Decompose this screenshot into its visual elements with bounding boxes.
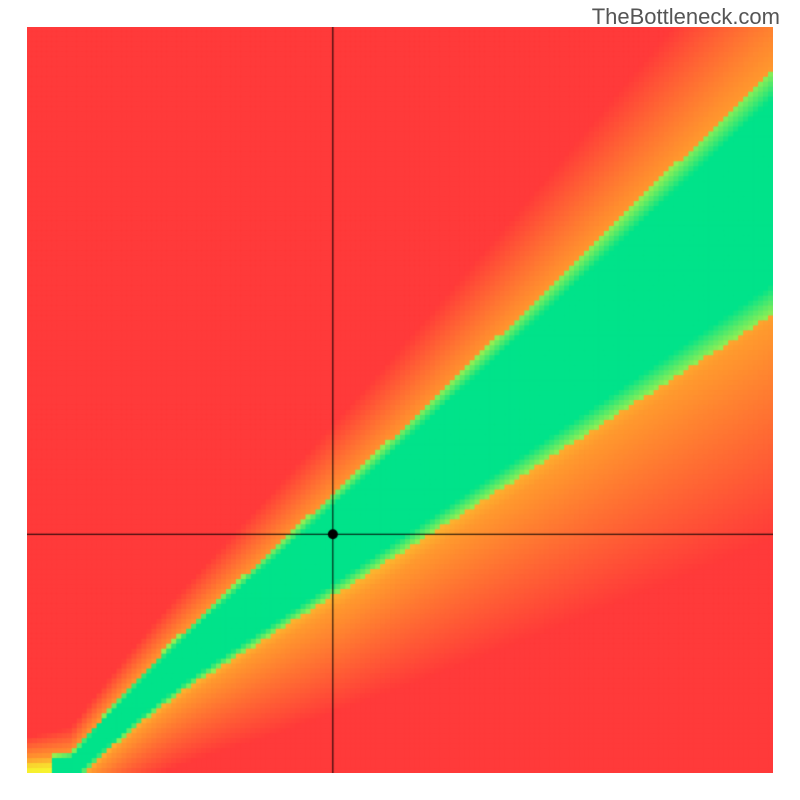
watermark-text: TheBottleneck.com [592, 4, 780, 30]
plot-area [27, 27, 773, 773]
heatmap-canvas [27, 27, 773, 773]
chart-container: TheBottleneck.com [0, 0, 800, 800]
